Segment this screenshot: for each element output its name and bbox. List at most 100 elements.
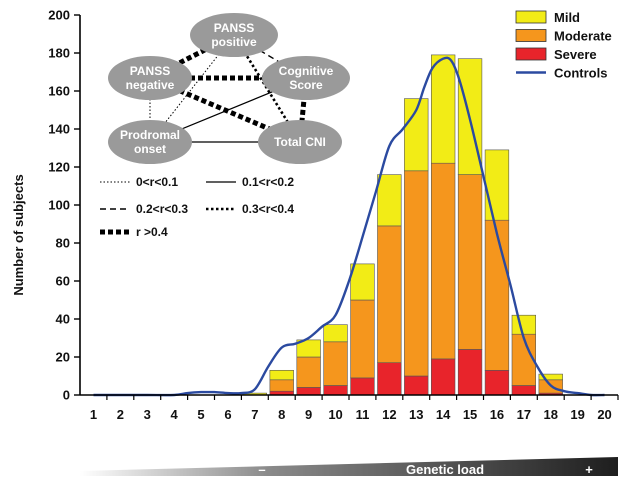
- bar-mild-17: [511, 314, 537, 335]
- genetic-load-wedge: [80, 457, 618, 476]
- y-tick-label-120: 120: [48, 160, 70, 175]
- y-tick-label-200: 200: [48, 8, 70, 23]
- key-label-1: 0.1<r<0.2: [242, 175, 294, 189]
- x-tick-label-3: 3: [144, 407, 151, 422]
- key-label-3: 0.3<r<0.4: [242, 202, 294, 216]
- x-tick-label-14: 14: [436, 407, 451, 422]
- bar-mild-13: [404, 98, 429, 172]
- key-label-2: 0.2<r<0.3: [136, 202, 188, 216]
- x-tick-label-11: 11: [356, 407, 370, 422]
- bar-moderate-11: [350, 299, 375, 379]
- x-tick-label-18: 18: [544, 407, 558, 422]
- y-tick-label-140: 140: [48, 122, 70, 137]
- x-tick-label-20: 20: [597, 407, 611, 422]
- node-cog: [262, 56, 350, 100]
- x-tick-label-6: 6: [224, 407, 231, 422]
- x-tick-label-13: 13: [409, 407, 423, 422]
- bar-moderate-8: [269, 379, 294, 392]
- bar-severe-12: [377, 362, 402, 396]
- node-label-pos-0: PANSS: [214, 21, 254, 35]
- bar-severe-17: [511, 385, 537, 396]
- x-tick-label-7: 7: [251, 407, 258, 422]
- bar-mild-18: [538, 373, 563, 381]
- node-pos: [190, 13, 278, 57]
- y-tick-label-60: 60: [56, 274, 70, 289]
- bars: [242, 54, 563, 396]
- legend-swatch-mild: [515, 10, 547, 24]
- node-label-pro-1: onset: [134, 142, 166, 156]
- bar-severe-16: [484, 369, 510, 396]
- bar-severe-10: [323, 385, 348, 396]
- bar-severe-14: [430, 358, 456, 396]
- legend: Mild Moderate Severe Controls: [515, 10, 612, 81]
- x-tick-label-5: 5: [197, 407, 204, 422]
- bar-moderate-16: [484, 219, 510, 371]
- y-axis-title: Number of subjects: [11, 174, 26, 295]
- x-tick-label-9: 9: [305, 407, 312, 422]
- bar-mild-10: [323, 324, 348, 343]
- legend-label-controls: Controls: [554, 66, 607, 81]
- legend-label-mild: Mild: [554, 10, 580, 25]
- bar-moderate-17: [511, 333, 537, 386]
- bar-mild-16: [484, 149, 510, 221]
- genetic-load-axis: – Genetic load +: [80, 457, 618, 477]
- x-tick-label-8: 8: [278, 407, 285, 422]
- x-tick-label-16: 16: [490, 407, 504, 422]
- controls-line: [93, 56, 605, 397]
- bar-severe-13: [404, 375, 429, 396]
- bar-moderate-13: [404, 170, 429, 377]
- y-tick-label-80: 80: [56, 236, 70, 251]
- legend-swatch-severe: [515, 47, 547, 61]
- bar-moderate-15: [457, 174, 483, 350]
- node-label-neg-1: negative: [126, 78, 175, 92]
- bar-mild-11: [350, 263, 375, 301]
- node-label-cog-1: Score: [289, 78, 323, 92]
- key-label-4: r >0.4: [136, 225, 168, 239]
- bar-severe-9: [296, 387, 321, 396]
- x-tick-label-10: 10: [328, 407, 342, 422]
- bar-mild-14: [430, 54, 456, 164]
- y-tick-label-100: 100: [48, 198, 70, 213]
- bar-mild-9: [296, 339, 321, 358]
- node-label-cog-0: Cognitive: [279, 64, 334, 78]
- x-tick-label-12: 12: [382, 407, 396, 422]
- node-cni: [258, 120, 342, 164]
- y-tick-label-40: 40: [56, 312, 70, 327]
- bar-mild-12: [377, 174, 402, 227]
- genetic-load-plus: +: [585, 462, 593, 477]
- correlation-network: PANSSpositivePANSSnegativeCognitiveScore…: [108, 13, 350, 164]
- key-label-0: 0<r<0.1: [136, 175, 178, 189]
- bar-severe-11: [350, 377, 375, 396]
- node-pro: [108, 120, 192, 164]
- node-label-neg-0: PANSS: [130, 64, 170, 78]
- legend-swatch-moderate: [515, 29, 547, 42]
- node-label-pro-0: Prodromal: [120, 128, 180, 142]
- legend-label-severe: Severe: [554, 47, 597, 62]
- bar-severe-15: [457, 349, 483, 396]
- y-tick-label-20: 20: [56, 350, 70, 365]
- node-label-pos-1: positive: [211, 35, 257, 49]
- genetic-load-label: Genetic load: [406, 462, 484, 477]
- x-tick-label-15: 15: [463, 407, 477, 422]
- bar-moderate-12: [377, 225, 402, 363]
- x-tick-label-1: 1: [90, 407, 97, 422]
- y-tick-label-180: 180: [48, 46, 70, 61]
- y-tick-label-160: 160: [48, 84, 70, 99]
- x-tick-label-2: 2: [117, 407, 124, 422]
- bar-moderate-9: [296, 356, 321, 388]
- node-label-cni-0: Total CNI: [274, 135, 326, 149]
- x-tick-label-4: 4: [171, 407, 179, 422]
- x-tick-label-19: 19: [570, 407, 584, 422]
- genetic-load-minus: –: [258, 462, 265, 477]
- x-tick-label-17: 17: [517, 407, 531, 422]
- bar-moderate-10: [323, 341, 348, 386]
- node-neg: [108, 56, 192, 100]
- controls-line-layer: [93, 56, 605, 397]
- bar-moderate-14: [430, 162, 456, 360]
- correlation-key: 0<r<0.1 0.1<r<0.2 0.2<r<0.3 0.3<r<0.4 r >0.4: [100, 175, 294, 239]
- legend-label-moderate: Moderate: [554, 29, 612, 44]
- y-tick-label-0: 0: [63, 388, 70, 403]
- bar-mild-8: [269, 369, 294, 381]
